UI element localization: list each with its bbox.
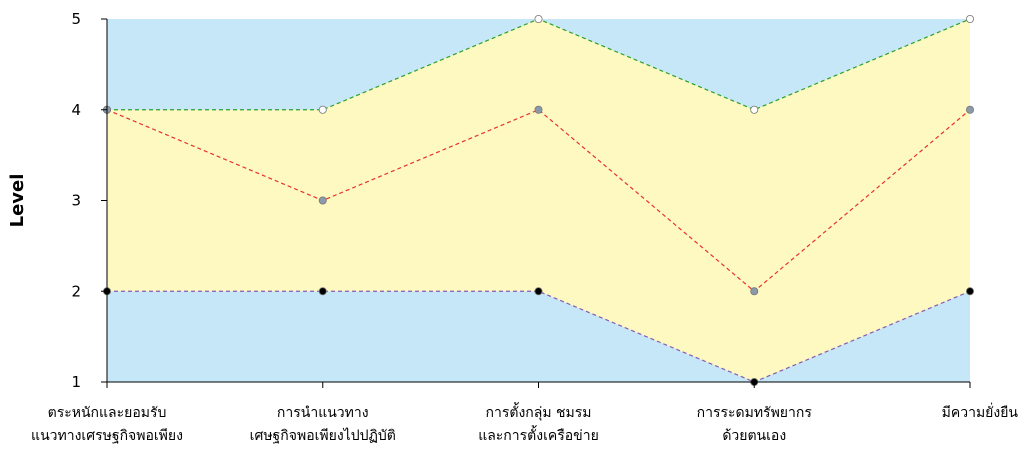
x-tick-label: การนำแนวทาง	[277, 405, 369, 421]
y-tick-label: 3	[71, 192, 81, 210]
x-tick-label: มีความยั่งยืน	[942, 403, 1019, 421]
data-point	[534, 105, 543, 114]
x-tick-label: เศษฐกิจพอเพียงไปปฏิบัติ	[250, 427, 396, 444]
y-tick-label: 5	[71, 10, 81, 28]
data-point	[750, 287, 759, 296]
x-tick-label: การระดมทรัพยากร	[697, 405, 813, 421]
x-tick-label: และการตั้งเครือข่าย	[478, 425, 599, 444]
series-2	[106, 109, 971, 293]
data-point	[534, 14, 543, 23]
y-tick-label: 1	[71, 373, 81, 391]
y-tick-label: 4	[71, 101, 81, 119]
data-point	[318, 196, 327, 205]
x-tick-label: แนวทางเศรษฐกิจพอเพียง	[31, 428, 183, 444]
series-markers-1	[103, 14, 975, 114]
x-tick-label: ด้วยตนเอง	[722, 428, 786, 444]
series-3	[107, 290, 971, 383]
data-point	[750, 105, 759, 114]
data-point	[966, 14, 975, 23]
series-line-2	[106, 109, 971, 293]
x-tick-label: ตระหนักและยอมรับ	[48, 405, 167, 421]
data-point	[318, 105, 327, 114]
y-axis-title: Level	[7, 174, 28, 228]
y-tick-label: 2	[71, 282, 81, 300]
data-point	[966, 105, 975, 114]
data-point	[534, 287, 543, 296]
series-line-3	[107, 290, 971, 383]
data-point	[966, 287, 975, 296]
data-point	[318, 287, 327, 296]
x-tick-label: การตั้งกลุ่ม ชมรม	[486, 402, 592, 421]
